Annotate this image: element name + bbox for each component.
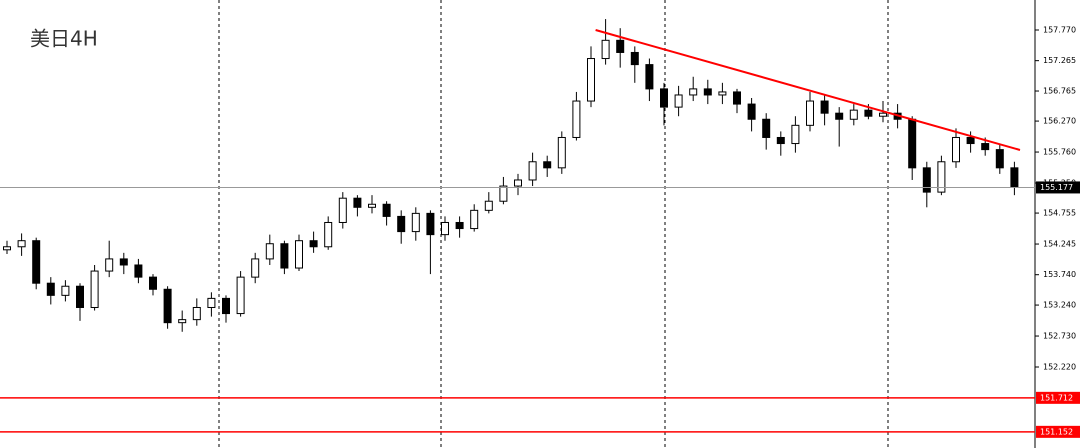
y-tick-label: 153.240 bbox=[1043, 301, 1076, 310]
candle-body bbox=[645, 64, 654, 90]
y-tick-label: 156.270 bbox=[1043, 117, 1076, 126]
candle-body bbox=[149, 276, 157, 290]
time-grid bbox=[218, 0, 889, 448]
candle-body bbox=[981, 143, 990, 151]
candle-body bbox=[280, 243, 289, 269]
candle-body bbox=[222, 297, 230, 315]
candle-body bbox=[630, 51, 639, 66]
candle-body bbox=[747, 103, 756, 120]
candle-body bbox=[776, 136, 785, 145]
candle-body bbox=[966, 136, 975, 145]
candle-body bbox=[528, 161, 537, 181]
candle-body bbox=[295, 240, 303, 269]
candle-body bbox=[587, 58, 595, 102]
y-tick-label: 154.755 bbox=[1043, 209, 1076, 218]
y-tick-label: 152.220 bbox=[1043, 362, 1076, 371]
candle-body bbox=[411, 212, 420, 233]
candle-body bbox=[309, 240, 318, 248]
candle-body bbox=[46, 282, 55, 296]
candle-body bbox=[251, 258, 260, 278]
candle-body bbox=[90, 270, 99, 308]
y-tick-label: 156.765 bbox=[1043, 87, 1076, 96]
candle-body bbox=[557, 136, 566, 169]
candle-body bbox=[470, 209, 479, 230]
candle-body bbox=[762, 118, 771, 138]
candle-body bbox=[791, 124, 800, 145]
candle-body bbox=[674, 94, 683, 108]
candle-body bbox=[952, 136, 960, 163]
candle-body bbox=[849, 109, 858, 120]
y-tick-label: 154.245 bbox=[1043, 240, 1076, 249]
candle-body bbox=[134, 264, 143, 278]
price-level-box bbox=[1036, 181, 1080, 194]
candle-body bbox=[733, 91, 741, 105]
candle-body bbox=[718, 91, 727, 96]
candle-body bbox=[17, 240, 26, 248]
candle-body bbox=[835, 112, 844, 120]
candle-body bbox=[3, 246, 11, 251]
price-level-label: 155.177 bbox=[1040, 183, 1073, 192]
candle-body bbox=[703, 88, 712, 96]
candle-body bbox=[601, 39, 610, 60]
candle-body bbox=[922, 167, 931, 193]
candle-body bbox=[879, 112, 887, 117]
candle-body bbox=[616, 39, 625, 53]
candle-body bbox=[689, 88, 698, 96]
price-level-box bbox=[1036, 425, 1080, 438]
candle-body bbox=[368, 203, 376, 208]
candle-body bbox=[441, 221, 449, 236]
candle-body bbox=[572, 100, 581, 138]
trendline bbox=[595, 29, 1021, 151]
candle-body bbox=[105, 258, 114, 272]
candle-body bbox=[397, 215, 406, 233]
candle-body bbox=[119, 258, 128, 266]
price-level-label: 151.712 bbox=[1040, 393, 1073, 402]
candle-body bbox=[265, 243, 274, 260]
candle-body bbox=[937, 161, 946, 193]
candle-body bbox=[76, 285, 84, 308]
candle-body bbox=[660, 88, 668, 108]
candle-body bbox=[1010, 167, 1019, 188]
candle-body bbox=[353, 197, 362, 208]
candle-body bbox=[864, 109, 873, 117]
candle-body bbox=[338, 197, 347, 223]
y-tick-label: 152.730 bbox=[1043, 332, 1076, 341]
price-level-label: 151.152 bbox=[1040, 427, 1073, 436]
candle-body bbox=[236, 276, 245, 315]
candle-body bbox=[324, 221, 333, 248]
candle-body bbox=[426, 212, 435, 236]
candle-body bbox=[207, 297, 216, 308]
y-tick-label: 155.760 bbox=[1043, 148, 1076, 157]
candle-body bbox=[806, 100, 814, 126]
candle-body bbox=[543, 161, 552, 169]
candle-body bbox=[192, 306, 201, 321]
candle-body bbox=[163, 288, 172, 324]
candle-body bbox=[484, 200, 493, 211]
candle-body bbox=[455, 221, 464, 230]
candle-body bbox=[514, 179, 522, 187]
chart-title: 美日4H bbox=[30, 27, 98, 51]
y-tick-label: 157.770 bbox=[1043, 25, 1076, 34]
candle-body bbox=[61, 285, 70, 296]
candle-body bbox=[499, 185, 508, 202]
candle-body bbox=[32, 240, 41, 284]
candle-body bbox=[382, 203, 391, 217]
candle-body bbox=[995, 149, 1004, 169]
candle-body bbox=[820, 100, 829, 114]
y-tick-label: 153.740 bbox=[1043, 270, 1076, 279]
price-level-box bbox=[1036, 391, 1080, 404]
candle-body bbox=[908, 118, 917, 169]
candle-body bbox=[178, 319, 187, 324]
y-tick-label: 157.265 bbox=[1043, 56, 1076, 65]
